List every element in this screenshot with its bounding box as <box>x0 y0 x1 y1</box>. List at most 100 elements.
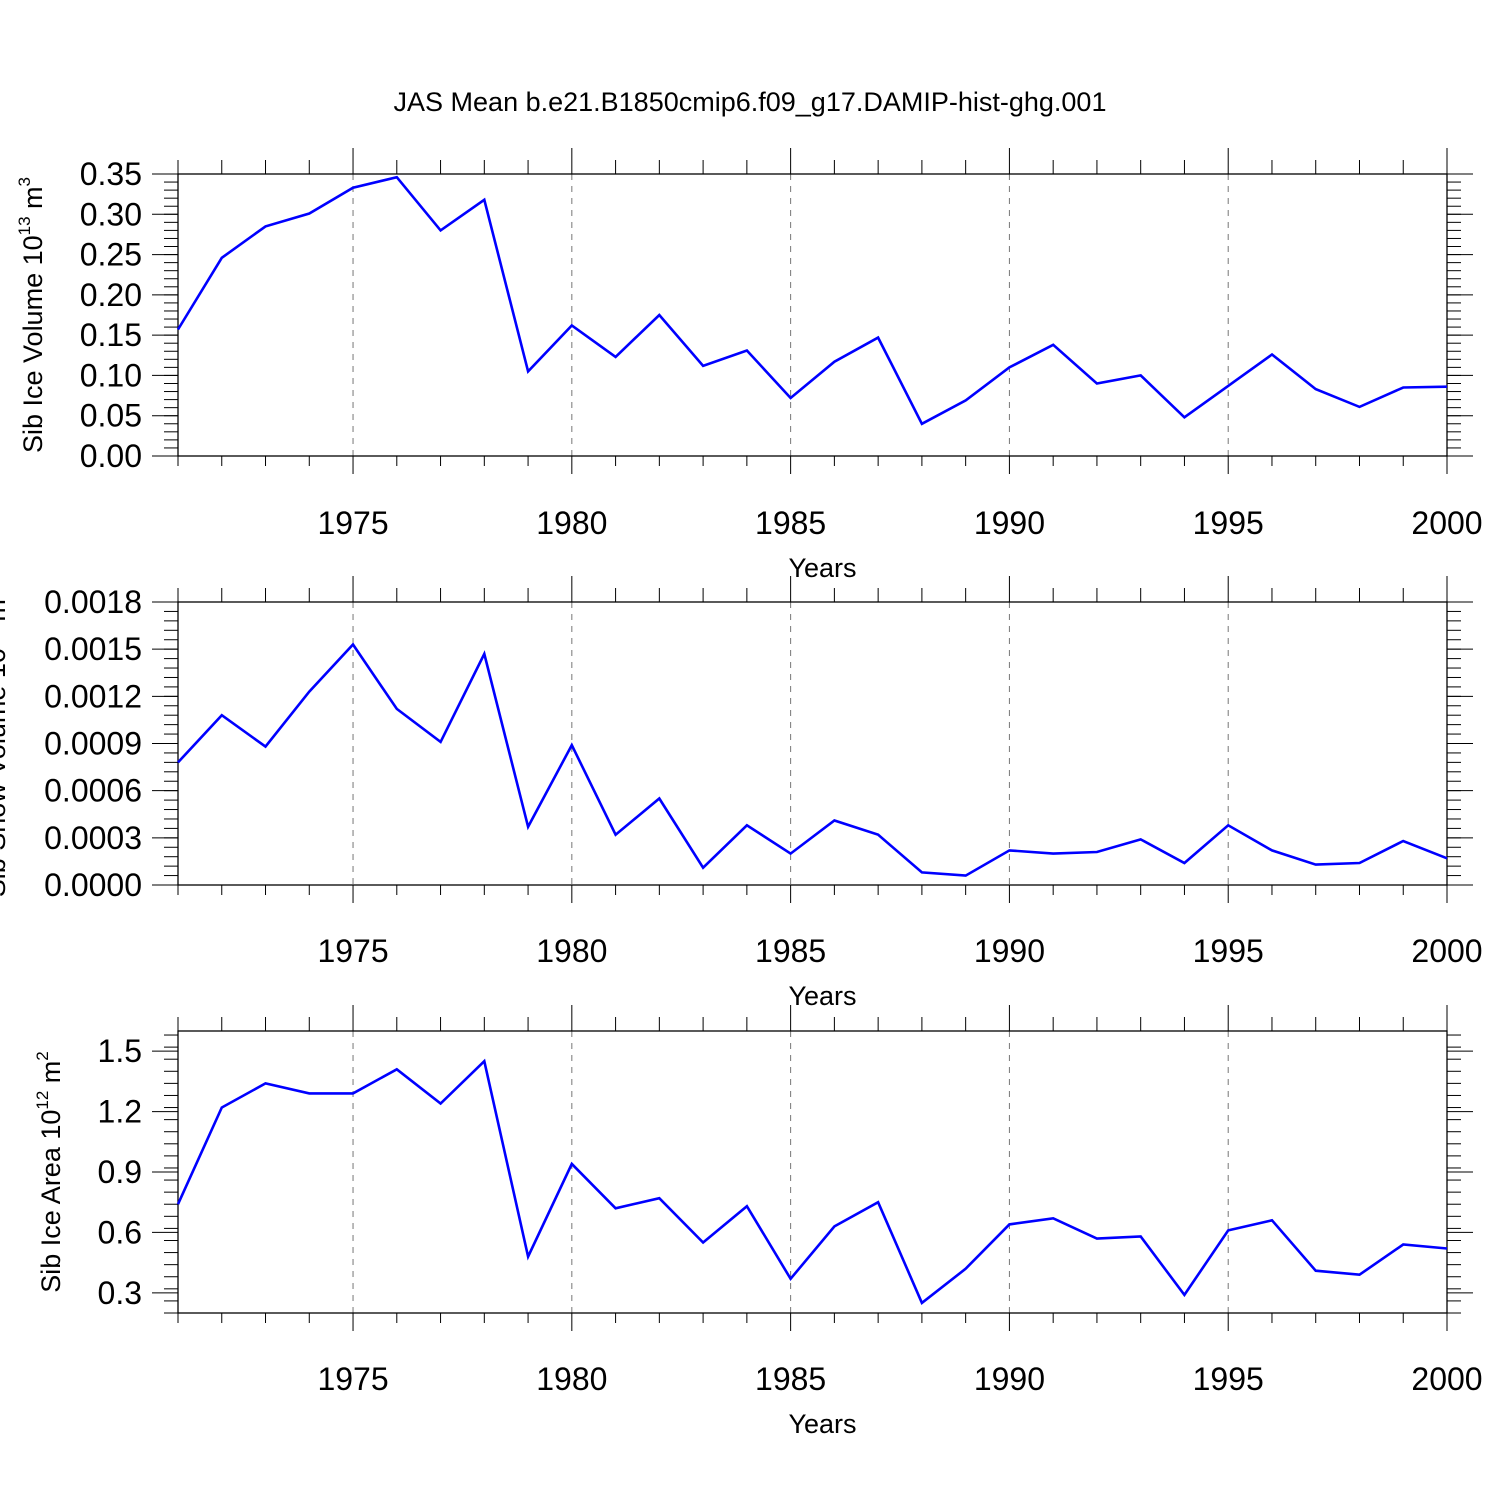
data-point <box>1183 416 1185 418</box>
x-axis-label: Years <box>788 981 856 1011</box>
plot-frame <box>177 1030 1448 1314</box>
data-point <box>1402 1243 1404 1245</box>
data-point <box>1446 857 1448 859</box>
data-point <box>264 225 266 227</box>
x-axis-label: Years <box>788 1409 856 1439</box>
y-tick-label: 0.15 <box>80 317 142 353</box>
data-point <box>1402 386 1404 388</box>
x-tick-label: 1995 <box>1193 505 1264 541</box>
y-tick-label: 0.05 <box>80 398 142 434</box>
data-point <box>964 874 966 876</box>
data-point <box>439 229 441 231</box>
data-point <box>1052 1217 1054 1219</box>
data-point <box>396 176 398 178</box>
x-tick-label: 1975 <box>317 1361 388 1397</box>
data-point <box>964 399 966 401</box>
x-tick-label: 1985 <box>755 933 826 969</box>
series-line <box>177 642 1448 877</box>
data-point <box>177 761 179 763</box>
data-point <box>1052 852 1054 854</box>
data-point <box>702 1241 704 1243</box>
data-point <box>789 852 791 854</box>
x-tick-label: 1980 <box>536 933 607 969</box>
series-line <box>176 1058 1448 1305</box>
x-axis-label: Years <box>788 553 856 583</box>
x-tick-label: 1975 <box>317 933 388 969</box>
data-point <box>308 1092 310 1094</box>
data-point <box>1271 1219 1273 1221</box>
data-point <box>527 1255 529 1257</box>
data-point <box>1096 1237 1098 1239</box>
data-point <box>614 1207 616 1209</box>
data-point <box>1315 863 1317 865</box>
data-point <box>221 257 223 259</box>
data-point <box>789 397 791 399</box>
y-tick-label: 0.00 <box>80 438 142 474</box>
data-point <box>571 1163 573 1165</box>
data-point <box>221 714 223 716</box>
data-point <box>483 199 485 201</box>
data-point <box>1183 1294 1185 1296</box>
data-point <box>571 324 573 326</box>
data-point <box>1008 366 1010 368</box>
data-point <box>1139 374 1141 376</box>
data-point <box>177 1203 179 1205</box>
data-point <box>964 1267 966 1269</box>
y-tick-label: 0.20 <box>80 277 142 313</box>
y-tick-label: 0.25 <box>80 237 142 273</box>
panel-ice-area: 0.3 0.6 0.9 1.2 1.5 1975 1980 1985 1990 1995 2000 Y… <box>33 1005 1483 1439</box>
y-axis-label: Sib Ice Area 1012 m2 <box>33 1051 66 1293</box>
data-point <box>1271 849 1273 851</box>
data-point <box>702 867 704 869</box>
y-tick-label: 0.0009 <box>44 726 142 762</box>
data-point <box>1446 386 1448 388</box>
plot-frame <box>177 173 1448 457</box>
y-tick-label: 0.35 <box>80 156 142 192</box>
x-tick-label: 2000 <box>1411 505 1482 541</box>
data-point <box>439 1102 441 1104</box>
x-tick-label: 1980 <box>536 505 607 541</box>
data-point <box>877 1201 879 1203</box>
data-point <box>483 1060 485 1062</box>
data-point <box>746 1205 748 1207</box>
y-tick-label: 0.0000 <box>44 867 142 903</box>
data-point <box>1358 1274 1360 1276</box>
data-point <box>1402 840 1404 842</box>
x-tick-label: 1975 <box>317 505 388 541</box>
data-point <box>1227 1229 1229 1231</box>
data-point <box>396 708 398 710</box>
data-point <box>877 833 879 835</box>
data-point <box>177 328 179 330</box>
data-point <box>1096 382 1098 384</box>
series-line <box>176 175 1448 426</box>
data-point <box>527 370 529 372</box>
y-tick-label: 0.3 <box>98 1275 142 1311</box>
data-point <box>1271 353 1273 355</box>
y-tick-label: 0.9 <box>98 1154 142 1190</box>
data-point <box>746 349 748 351</box>
chart-title: JAS Mean b.e21.B1850cmip6.f09_g17.DAMIP-… <box>394 87 1107 117</box>
data-point <box>396 1068 398 1070</box>
y-tick-label: 0.10 <box>80 357 142 393</box>
data-point <box>1008 1223 1010 1225</box>
data-point <box>833 361 835 363</box>
data-point <box>264 745 266 747</box>
data-point <box>352 186 354 188</box>
y-tick-label: 0.0012 <box>44 678 142 714</box>
y-axis-label: Sib Snow Volume 1013 m3 <box>0 590 11 898</box>
data-point <box>921 871 923 873</box>
data-point <box>1358 862 1360 864</box>
y-axis-label: Sib Ice Volume 1013 m3 <box>15 177 48 453</box>
data-point <box>1008 849 1010 851</box>
y-tick-label: 0.0018 <box>44 584 142 620</box>
data-point <box>1139 1235 1141 1237</box>
data-point <box>702 365 704 367</box>
y-tick-label: 0.30 <box>80 196 142 232</box>
data-point <box>1052 344 1054 346</box>
x-tick-label: 1990 <box>974 933 1045 969</box>
y-tick-label: 0.6 <box>98 1214 142 1250</box>
x-tick-label: 1985 <box>755 505 826 541</box>
x-tick-label: 1995 <box>1193 1361 1264 1397</box>
data-point <box>833 819 835 821</box>
data-point <box>1315 1270 1317 1272</box>
